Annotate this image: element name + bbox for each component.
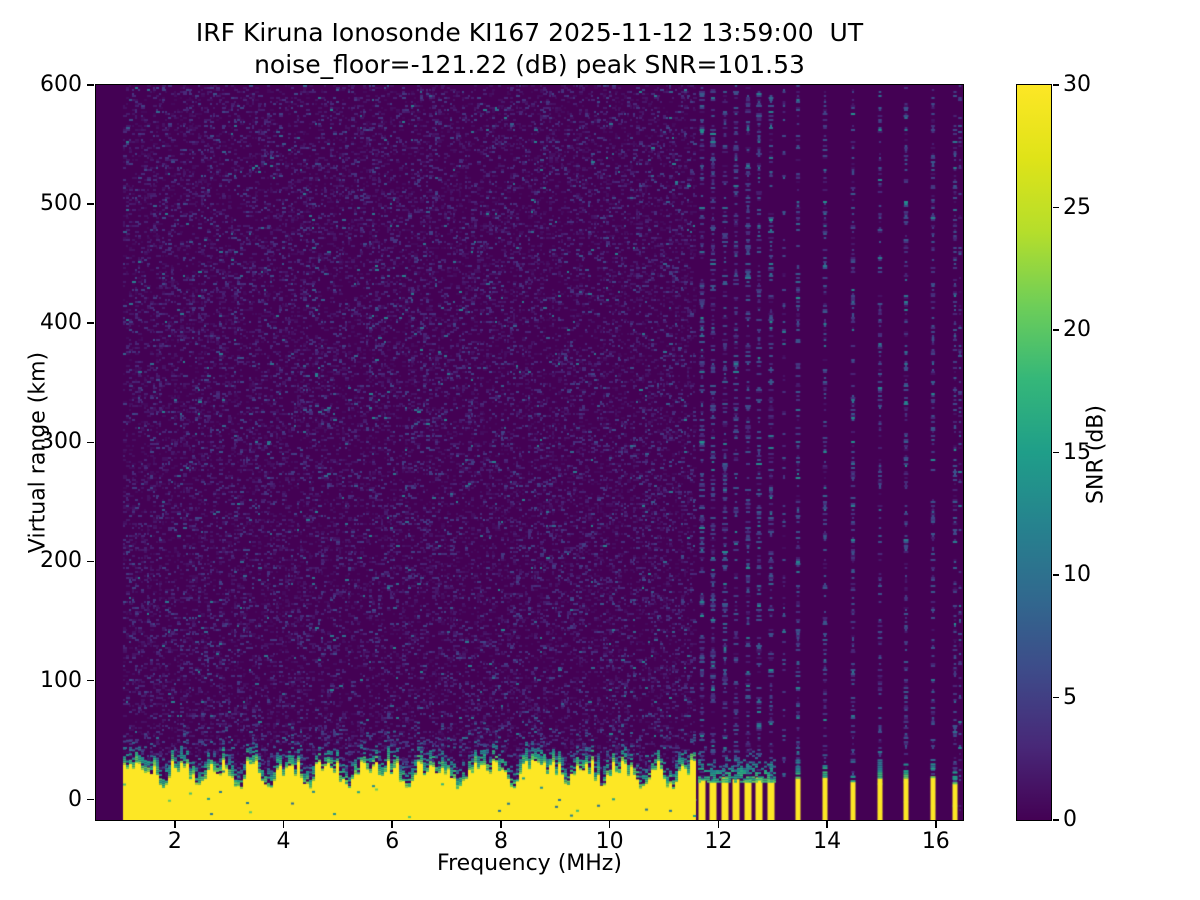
colorbar-tick-label: 20 [1063, 317, 1091, 342]
y-tick-label: 300 [40, 429, 82, 455]
colorbar-tick-label: 15 [1063, 439, 1091, 465]
x-tick-mark [717, 821, 720, 828]
y-tick-label: 100 [40, 667, 82, 693]
colorbar-tick-label: 5 [1063, 684, 1077, 710]
x-tick-mark [500, 821, 502, 828]
x-tick-label: 12 [704, 829, 733, 854]
y-axis-label: Virtual range (km) [25, 351, 51, 554]
x-tick-mark [608, 821, 611, 828]
chart-title-line1: IRF Kiruna Ionosonde KI167 2025-11-12 13… [195, 18, 864, 47]
colorbar-tick-mark [1053, 451, 1059, 454]
y-tick-label: 500 [40, 191, 82, 217]
y-tick-mark [87, 798, 94, 801]
colorbar-tick-label: 10 [1063, 562, 1091, 587]
heatmap-canvas [96, 85, 963, 820]
colorbar-tick-mark [1053, 819, 1059, 821]
chart-title-line2: noise_floor=-121.22 (dB) peak SNR=101.53 [254, 50, 805, 79]
y-tick-label: 600 [40, 72, 82, 97]
colorbar-tick-label: 25 [1063, 194, 1091, 220]
colorbar-tick-label: 30 [1063, 72, 1091, 97]
x-tick-mark [826, 821, 828, 828]
x-axis-label: Frequency (MHz) [437, 851, 622, 876]
x-tick-label: 16 [921, 829, 950, 854]
y-tick-label: 200 [40, 548, 82, 574]
colorbar-tick-mark [1053, 574, 1059, 576]
colorbar-gradient [1016, 84, 1052, 821]
x-tick-mark [935, 821, 937, 828]
y-tick-mark [87, 441, 94, 444]
x-tick-label: 14 [813, 829, 842, 854]
colorbar-tick-mark [1053, 84, 1059, 86]
colorbar-tick-mark [1053, 329, 1059, 331]
y-tick-mark [87, 84, 94, 86]
colorbar-tick-mark [1053, 206, 1059, 209]
x-tick-mark [282, 821, 285, 828]
x-tick-mark [174, 821, 176, 828]
plot-frame [95, 84, 964, 821]
x-tick-label: 6 [385, 829, 400, 854]
y-tick-mark [87, 203, 94, 205]
y-tick-mark [87, 560, 94, 563]
x-tick-mark [391, 821, 393, 828]
x-tick-label: 2 [167, 829, 182, 854]
x-tick-label: 10 [595, 829, 624, 854]
x-tick-label: 8 [493, 829, 508, 854]
y-tick-mark [87, 322, 94, 324]
colorbar-tick-label: 0 [1063, 807, 1077, 832]
x-tick-label: 4 [276, 829, 291, 854]
colorbar-tick-mark [1053, 696, 1059, 699]
y-tick-mark [87, 679, 94, 682]
y-tick-label: 400 [40, 310, 82, 336]
y-tick-label: 0 [68, 786, 82, 812]
colorbar-label: SNR (dB) [1083, 405, 1109, 504]
